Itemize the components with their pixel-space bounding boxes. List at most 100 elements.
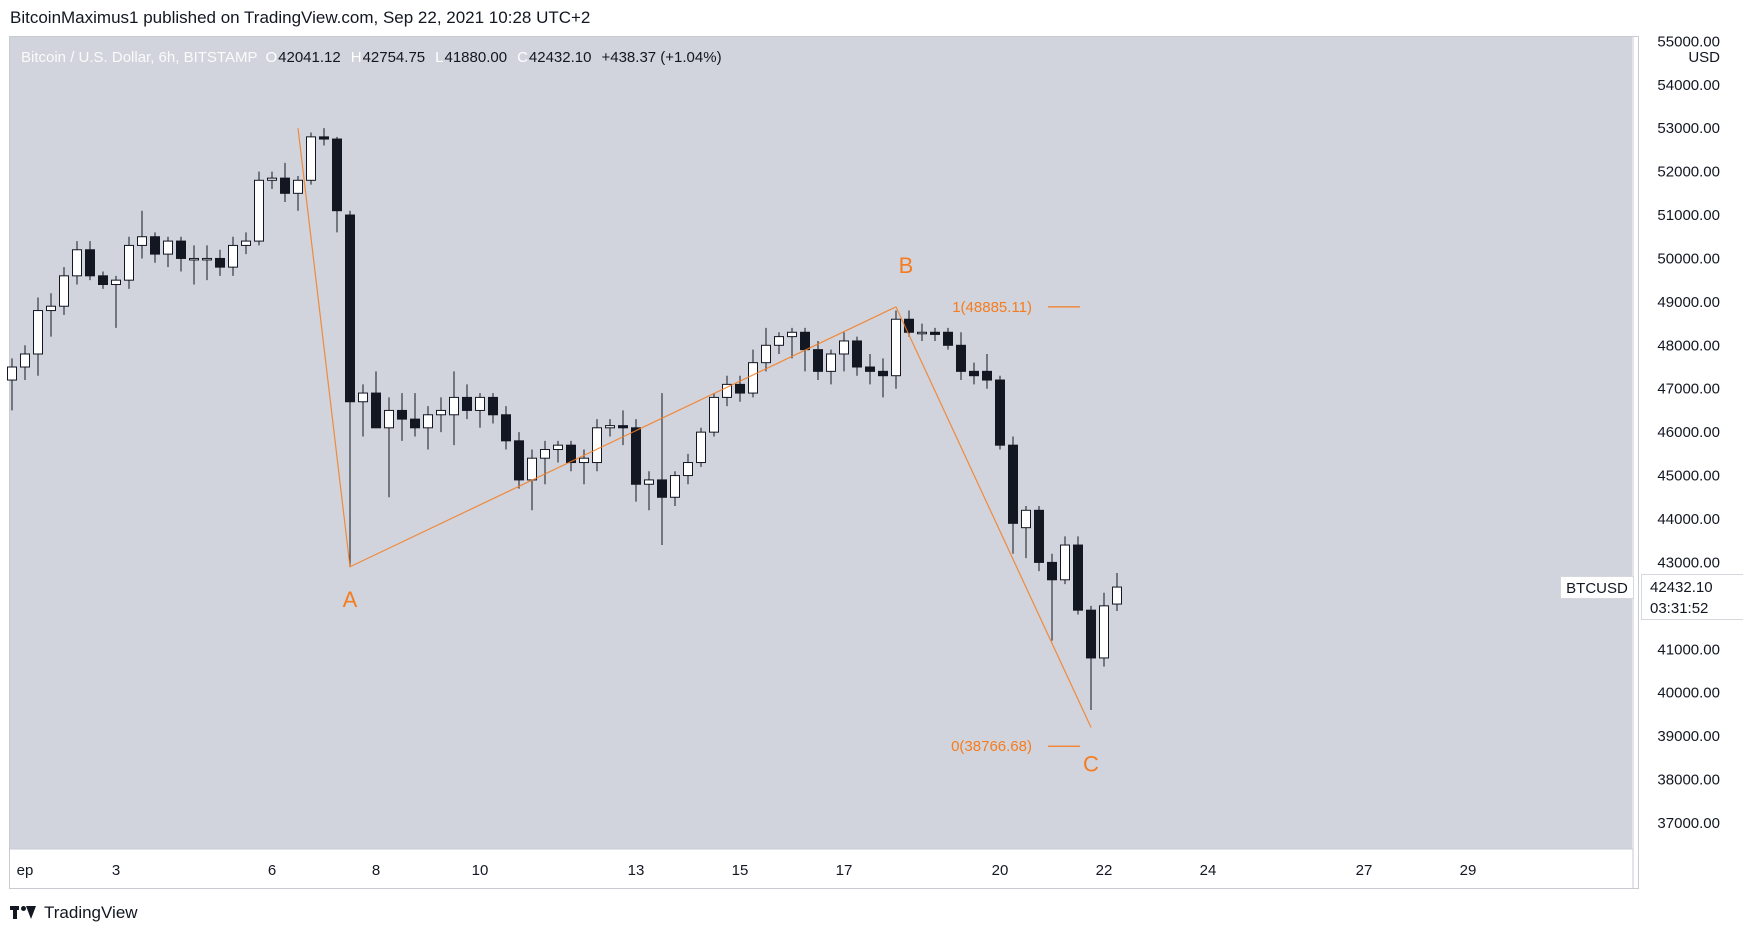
candle-body — [917, 331, 927, 335]
candle — [423, 406, 433, 450]
candle-body — [1073, 544, 1083, 611]
candle-body — [852, 340, 862, 368]
candle-body — [267, 177, 277, 181]
candle — [514, 432, 524, 489]
candle-body — [501, 414, 511, 442]
price-axis: 55000.00 54000.00 53000.00 52000.00 51000.00… — [1657, 33, 1720, 832]
candle-body — [462, 396, 472, 411]
open-value: O42041.12 — [265, 49, 341, 66]
candle-body — [670, 475, 680, 498]
candle — [345, 210, 355, 567]
candle-body — [1060, 544, 1070, 581]
candle — [124, 236, 134, 289]
price-tick-label: 54000.00 — [1657, 77, 1720, 94]
candle-body — [761, 344, 771, 364]
candle-body — [787, 331, 797, 338]
candle — [605, 419, 615, 437]
candle-body — [280, 177, 290, 194]
footer-brand[interactable]: TradingView — [10, 903, 138, 923]
candle-body — [774, 336, 784, 346]
candle-body — [995, 379, 1005, 446]
candle — [384, 397, 394, 498]
candle — [1060, 536, 1070, 585]
candle — [696, 427, 706, 467]
candle — [46, 293, 56, 337]
candle-body — [943, 331, 953, 346]
candle — [748, 349, 758, 398]
candle — [982, 353, 992, 389]
time-tick-label: 24 — [1200, 862, 1217, 879]
candle-body — [956, 344, 966, 372]
change-value: +438.37 (+1.04%) — [601, 49, 722, 66]
candle — [891, 310, 901, 389]
candle-body — [657, 479, 667, 498]
candle-body — [826, 353, 836, 372]
candle — [7, 358, 17, 411]
price-tick-label: 37000.00 — [1657, 815, 1720, 832]
time-tick-label: 3 — [112, 862, 120, 879]
candle — [241, 232, 251, 255]
candle-body — [1112, 586, 1122, 605]
candle-body — [1086, 609, 1096, 659]
candle — [917, 323, 927, 341]
candle — [852, 336, 862, 376]
price-tick-label: 51000.00 — [1657, 207, 1720, 224]
candle-body — [202, 257, 212, 261]
candle-body — [748, 362, 758, 394]
symbol-title[interactable]: Bitcoin / U.S. Dollar, 6h, BITSTAMP — [21, 49, 258, 66]
plot-background — [10, 37, 1632, 849]
candle-body — [59, 275, 69, 307]
candle-body — [488, 396, 498, 416]
price-tick-label: 40000.00 — [1657, 685, 1720, 702]
candle-body — [215, 257, 225, 268]
close-value: C42432.10 — [517, 49, 592, 66]
candle-body — [293, 179, 303, 194]
candle — [410, 393, 420, 437]
annotations-group: 1(48885.11) 0(38766.68) A B C — [343, 253, 1099, 777]
candle — [1008, 436, 1018, 554]
candle-body — [839, 340, 849, 355]
price-tick-label: 46000.00 — [1657, 424, 1720, 441]
price-tick-label: 55000.00 — [1657, 33, 1720, 50]
candle-body — [891, 318, 901, 377]
price-tick-label: 45000.00 — [1657, 468, 1720, 485]
candle — [215, 249, 225, 276]
candle-body — [423, 414, 433, 429]
candle-body — [696, 431, 706, 464]
candle — [761, 327, 771, 372]
candle-body — [605, 425, 615, 429]
candle-body — [969, 370, 979, 377]
candle-body — [20, 353, 30, 368]
time-tick-label: 8 — [372, 862, 380, 879]
publish-info: BitcoinMaximus1 published on TradingView… — [10, 8, 591, 27]
candle — [839, 332, 849, 372]
candle — [540, 440, 550, 485]
time-tick-label: 10 — [472, 862, 489, 879]
candlestick-chart[interactable]: 55000.00 54000.00 53000.00 52000.00 51000.00… — [0, 0, 1743, 900]
candle-body — [514, 440, 524, 481]
candle — [397, 393, 407, 441]
candle — [566, 440, 576, 472]
candle — [943, 327, 953, 350]
candle — [98, 271, 108, 289]
price-tick-label: 52000.00 — [1657, 164, 1720, 181]
candle-body — [1008, 444, 1018, 524]
candle — [20, 345, 30, 381]
candle-body — [7, 366, 17, 381]
time-tick-label: 29 — [1460, 862, 1477, 879]
price-tick-label: 41000.00 — [1657, 641, 1720, 658]
candle — [72, 241, 82, 285]
candle-body — [111, 279, 121, 286]
candle-body — [306, 136, 316, 181]
chart-legend: Bitcoin / U.S. Dollar, 6h, BITSTAMP O420… — [21, 49, 722, 66]
candle — [930, 327, 940, 341]
time-tick-label: 15 — [732, 862, 749, 879]
time-tick-label: 22 — [1096, 862, 1113, 879]
candle-body — [228, 244, 238, 268]
candle-body — [1099, 605, 1109, 659]
price-tick-label: 39000.00 — [1657, 728, 1720, 745]
candle — [358, 384, 368, 437]
candle — [462, 384, 472, 420]
candle-body — [189, 257, 199, 261]
candle-body — [527, 457, 537, 481]
